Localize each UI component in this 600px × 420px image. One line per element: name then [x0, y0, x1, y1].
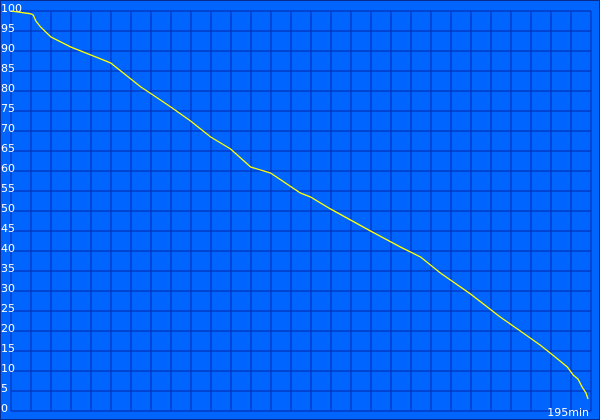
y-tick-label: 0	[1, 402, 8, 415]
y-tick-label: 15	[1, 342, 15, 355]
x-end-label: 195min	[547, 406, 589, 419]
y-tick-label: 80	[1, 82, 15, 95]
y-tick-label: 45	[1, 222, 15, 235]
y-tick-label: 25	[1, 302, 15, 315]
y-tick-label: 55	[1, 182, 15, 195]
y-tick-label: 100	[1, 2, 22, 15]
y-tick-label: 75	[1, 102, 15, 115]
y-tick-label: 90	[1, 42, 15, 55]
y-tick-label: 35	[1, 262, 15, 275]
y-tick-label: 40	[1, 242, 15, 255]
y-tick-label: 30	[1, 282, 15, 295]
y-axis-labels: 0 5 10 15 20 25 30 35 40 45 50 55 60 65 70 75 80 85 90 95 10…	[1, 2, 22, 415]
y-tick-label: 20	[1, 322, 15, 335]
series-line	[10, 10, 589, 400]
y-tick-label: 50	[1, 202, 15, 215]
y-tick-label: 65	[1, 142, 15, 155]
grid	[10, 10, 592, 412]
y-tick-label: 70	[1, 122, 15, 135]
y-tick-label: 60	[1, 162, 15, 175]
y-tick-label: 10	[1, 362, 15, 375]
y-tick-label: 95	[1, 22, 15, 35]
y-tick-label: 85	[1, 62, 15, 75]
y-tick-label: 5	[1, 382, 8, 395]
